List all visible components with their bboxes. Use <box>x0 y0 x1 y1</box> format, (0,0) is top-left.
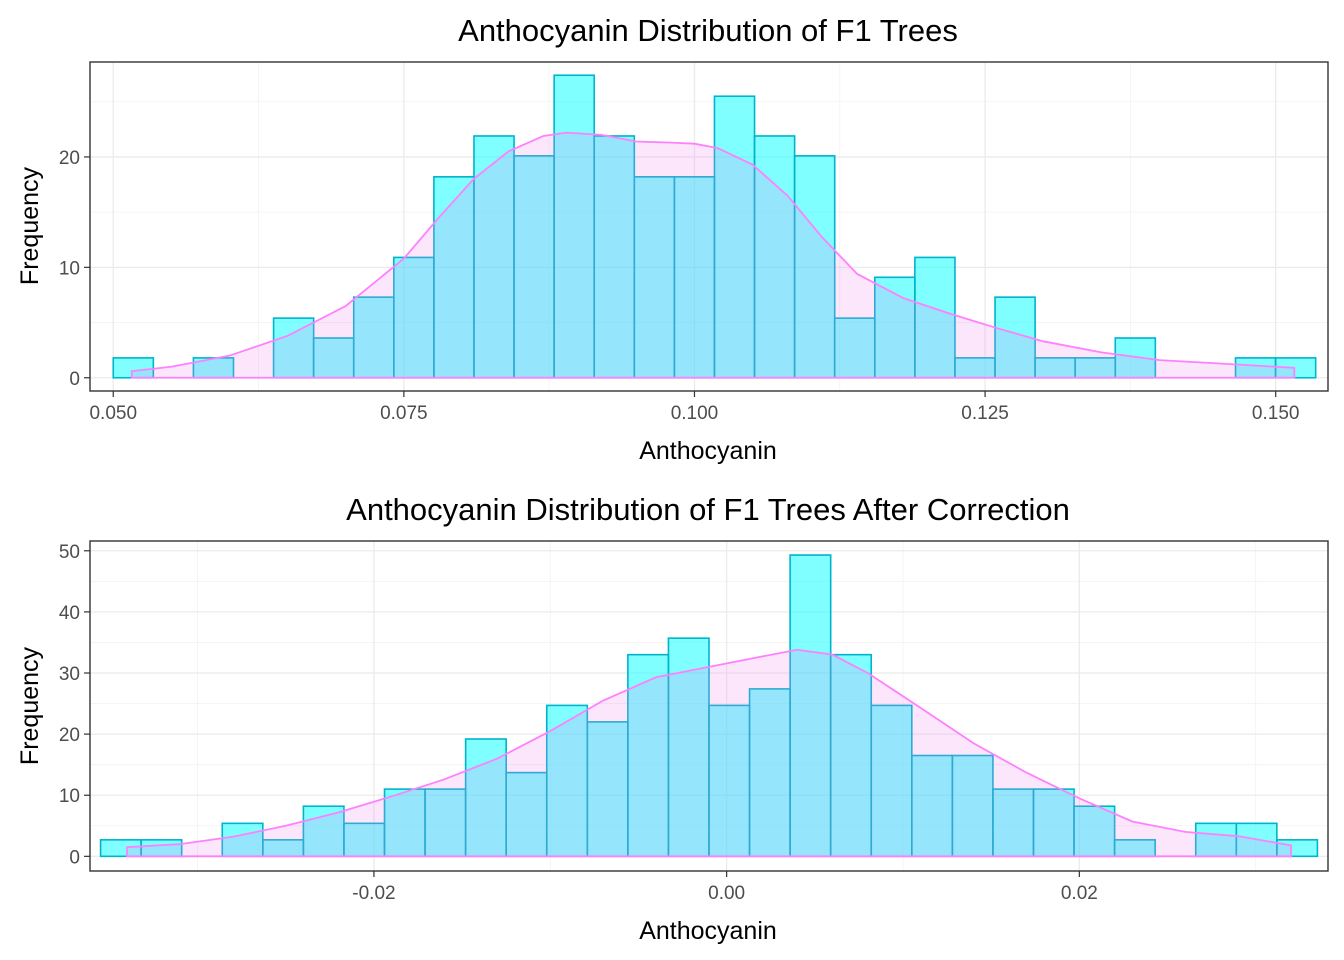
top-y-tick-label: 10 <box>59 258 80 279</box>
bottom-histogram-bar <box>789 554 832 858</box>
bottom-y-axis-title: Frequency <box>16 646 44 765</box>
top-histogram-bar <box>393 256 435 379</box>
bottom-histogram-bar <box>505 771 548 858</box>
top-x-axis-ticks: 0.050 0.075 0.100 0.125 0.150 <box>89 391 1299 424</box>
top-histogram-bar <box>633 176 676 379</box>
top-x-tick-label: 0.125 <box>961 403 1009 424</box>
top-histogram-bar <box>793 155 836 379</box>
top-histogram-bar <box>352 296 395 379</box>
top-histogram-bar <box>513 155 555 379</box>
bottom-histogram-panel: Anthocyanin Distribution of F1 Trees Aft… <box>16 492 1329 945</box>
top-panel-border <box>89 61 1329 392</box>
bottom-y-tick-label: 30 <box>59 664 80 685</box>
top-histogram-bar <box>753 135 796 379</box>
bottom-histogram-bar <box>1032 788 1075 858</box>
bottom-histogram-bar <box>586 721 629 858</box>
top-histogram-bar <box>713 95 756 379</box>
bottom-x-tick-label: -0.02 <box>352 883 395 904</box>
top-x-tick-label: 0.050 <box>89 403 137 424</box>
bottom-histogram-bar <box>992 788 1035 858</box>
top-histogram-bar <box>553 74 596 379</box>
bottom-y-axis-ticks: 0 10 20 30 40 50 <box>59 542 90 868</box>
bottom-panel-border <box>89 540 1329 872</box>
top-density-curve <box>130 131 1296 379</box>
top-chart-title: Anthocyanin Distribution of F1 Trees <box>458 13 958 48</box>
bottom-histogram-bar <box>221 822 264 858</box>
top-x-tick-label: 0.150 <box>1252 403 1300 424</box>
top-histogram-bar <box>272 317 315 379</box>
bottom-histogram-bar <box>383 788 426 858</box>
top-y-tick-label: 20 <box>59 148 80 169</box>
top-histogram-bar <box>1274 357 1317 379</box>
top-y-axis-ticks: 0 10 20 <box>59 148 90 390</box>
bottom-y-tick-label: 10 <box>59 786 80 807</box>
bottom-histogram-bar <box>951 754 994 858</box>
bottom-chart-title: Anthocyanin Distribution of F1 Trees Aft… <box>346 492 1070 527</box>
bottom-y-tick-label: 20 <box>59 725 80 746</box>
bottom-histogram-bar <box>870 704 913 858</box>
top-histogram-bar <box>473 135 515 379</box>
bottom-histogram-bar <box>667 637 710 858</box>
bottom-density-curve <box>126 648 1292 858</box>
bottom-x-axis-title: Anthocyanin <box>639 917 777 945</box>
bottom-y-tick-label: 40 <box>59 603 80 624</box>
top-x-tick-label: 0.075 <box>380 403 428 424</box>
top-histogram-bar <box>914 256 956 379</box>
bottom-y-tick-label: 0 <box>69 847 80 868</box>
top-histogram-panel: Anthocyanin Distribution of F1 Trees 0.0… <box>16 13 1329 465</box>
top-histogram-bar <box>312 337 355 379</box>
bottom-x-axis-ticks: -0.02 0.00 0.02 <box>352 871 1098 904</box>
bottom-x-tick-label: 0.02 <box>1061 883 1098 904</box>
top-y-tick-label: 0 <box>69 369 80 390</box>
top-histogram-bar <box>593 135 636 379</box>
bottom-y-tick-label: 50 <box>59 542 80 563</box>
top-histogram-bar <box>673 176 716 379</box>
top-x-axis-title: Anthocyanin <box>639 437 777 465</box>
top-y-axis-title: Frequency <box>16 166 44 285</box>
bottom-x-tick-label: 0.00 <box>708 883 745 904</box>
top-x-tick-label: 0.100 <box>671 403 719 424</box>
bottom-histogram-bar <box>748 688 791 858</box>
